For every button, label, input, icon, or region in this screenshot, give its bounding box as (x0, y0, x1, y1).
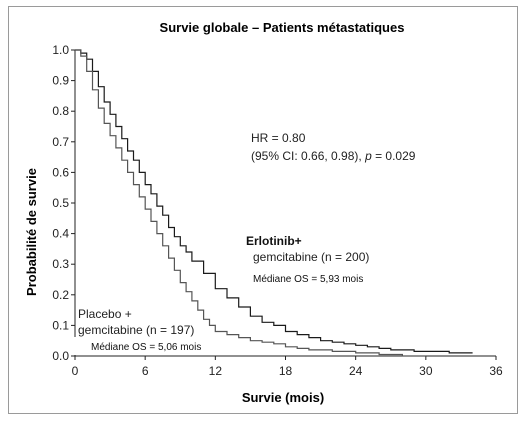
x-tick-label: 18 (279, 364, 293, 378)
erlotinib-label: Erlotinib+ (246, 234, 302, 248)
y-tick-label: 0.3 (52, 257, 69, 271)
erlotinib-annotation: Erlotinib+ gemcitabine (n = 200) Médiane… (246, 234, 369, 285)
y-tick-label: 0.5 (52, 196, 69, 210)
placebo-annotation: Placebo + gemcitabine (n = 197) Médiane … (74, 307, 234, 355)
hr-p-symbol: p (364, 149, 372, 163)
y-tick-label: 0.0 (52, 349, 69, 363)
y-tick-label: 0.6 (52, 165, 69, 179)
erlotinib-median: Médiane OS = 5,93 mois (253, 274, 363, 285)
hazard-ratio-annotation: HR = 0.80 (95% CI: 0.66, 0.98), p = 0.02… (251, 131, 416, 163)
chart-title: Survie globale – Patients métastatiques (160, 20, 405, 35)
axes (74, 50, 496, 357)
survival-curve-2 (75, 49, 426, 357)
x-tick-label: 0 (72, 364, 79, 378)
hr-value: HR = 0.80 (251, 131, 306, 145)
y-tick-label: 0.4 (52, 227, 69, 241)
placebo-n: gemcitabine (n = 197) (78, 323, 194, 337)
placebo-median: Médiane OS = 5,06 mois (91, 342, 201, 353)
survival-curve-1 (75, 49, 473, 354)
y-tick-label: 0.2 (52, 288, 69, 302)
y-tick-label: 0.7 (52, 135, 69, 149)
y-axis-title: Probabilité de survie (24, 168, 39, 296)
x-tick-label: 6 (142, 364, 149, 378)
y-tick-label: 0.8 (52, 104, 69, 118)
y-tick-label: 1.0 (52, 43, 69, 57)
x-tick-label: 12 (209, 364, 223, 378)
erlotinib-n: gemcitabine (n = 200) (253, 250, 369, 264)
x-tick-label: 36 (489, 364, 503, 378)
y-tick-label: 0.1 (52, 318, 69, 332)
placebo-median-box (74, 337, 234, 355)
x-ticks: 0 6 12 18 24 30 36 (72, 356, 503, 378)
y-ticks: 0.0 0.1 0.2 0.3 0.4 0.5 0.6 0.7 0.8 0.9 1.0 (52, 43, 75, 363)
x-tick-label: 24 (349, 364, 363, 378)
series-layer (75, 49, 473, 357)
y-tick-label: 0.9 (52, 74, 69, 88)
hr-ci-prefix: (95% CI: 0.66, 0.98), (251, 149, 365, 163)
x-tick-label: 30 (419, 364, 433, 378)
hr-p-value: = 0.029 (372, 149, 416, 163)
hr-ci: (95% CI: 0.66, 0.98), p = 0.029 (251, 149, 416, 163)
x-axis-title: Survie (mois) (242, 390, 324, 405)
placebo-label: Placebo + (78, 307, 132, 321)
